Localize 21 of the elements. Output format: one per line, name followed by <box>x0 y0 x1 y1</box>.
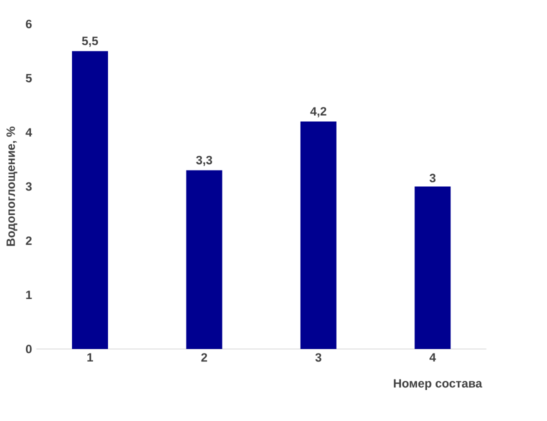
y-tick-label: 3 <box>26 182 32 191</box>
y-tick-label: 1 <box>26 290 32 299</box>
bar <box>72 51 108 349</box>
y-tick-label: 4 <box>26 128 32 136</box>
data-label: 4,2 <box>310 107 326 118</box>
bar <box>414 186 451 349</box>
data-label: 5,5 <box>82 36 98 47</box>
y-tick-label: 2 <box>26 236 32 245</box>
y-axis-title: Водопоглощение, % <box>6 126 18 246</box>
x-tick-label: 3 <box>315 353 322 362</box>
x-tick-label: 2 <box>201 353 208 362</box>
y-tick-label: 6 <box>26 20 32 28</box>
x-tick-label: 1 <box>87 353 94 362</box>
x-tick-label: 4 <box>429 353 436 362</box>
x-axis-title: Номер состава <box>394 379 482 390</box>
bar <box>300 122 336 349</box>
bar <box>186 170 222 349</box>
y-tick-label: 5 <box>26 74 32 82</box>
data-label: 3,3 <box>196 156 212 166</box>
y-tick-label: 0 <box>26 344 32 354</box>
data-label: 3 <box>430 174 436 182</box>
